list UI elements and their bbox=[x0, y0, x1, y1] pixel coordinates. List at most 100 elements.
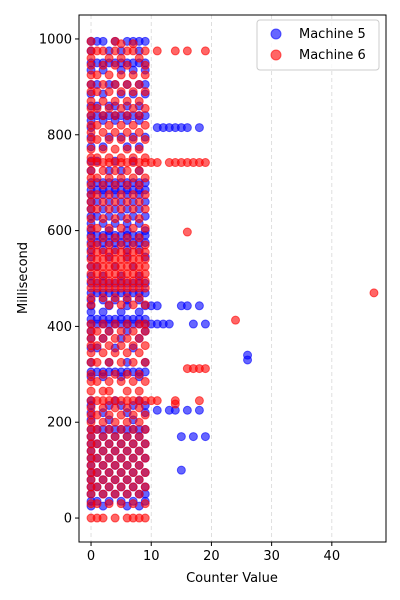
data-point bbox=[152, 158, 162, 168]
data-point bbox=[122, 333, 132, 343]
data-point bbox=[86, 386, 96, 396]
data-point bbox=[110, 489, 120, 499]
data-point bbox=[134, 432, 144, 442]
data-point bbox=[86, 144, 96, 154]
data-point bbox=[116, 377, 126, 386]
data-point bbox=[122, 386, 132, 396]
data-point bbox=[128, 499, 138, 509]
data-point bbox=[140, 223, 150, 233]
data-point bbox=[116, 453, 126, 463]
data-point bbox=[110, 127, 120, 137]
data-point bbox=[122, 348, 132, 358]
data-point bbox=[110, 446, 120, 456]
data-point bbox=[134, 111, 144, 121]
data-point bbox=[122, 111, 132, 121]
data-point bbox=[110, 197, 120, 207]
data-point bbox=[128, 439, 138, 449]
data-point bbox=[140, 410, 150, 420]
data-point bbox=[231, 315, 241, 325]
data-point bbox=[140, 46, 150, 56]
data-point bbox=[92, 410, 102, 420]
y-axis-ticks: 0 200 400 600 800 1000 bbox=[39, 32, 79, 527]
data-point bbox=[104, 453, 114, 463]
data-point bbox=[134, 127, 144, 137]
data-point bbox=[140, 283, 150, 293]
data-point bbox=[200, 432, 210, 442]
y-tick-label: 400 bbox=[47, 320, 72, 335]
data-point bbox=[188, 319, 198, 329]
y-axis-label: Millisecond bbox=[16, 242, 31, 314]
data-point bbox=[140, 499, 150, 509]
data-point bbox=[104, 424, 114, 434]
x-axis-ticks: 0 10 20 30 40 bbox=[87, 542, 340, 564]
data-point bbox=[92, 424, 102, 434]
data-point bbox=[110, 79, 120, 89]
data-point bbox=[98, 233, 108, 243]
data-point bbox=[128, 190, 138, 200]
data-point bbox=[98, 96, 108, 106]
data-point bbox=[98, 369, 108, 379]
data-point bbox=[92, 439, 102, 449]
data-point bbox=[92, 87, 102, 97]
data-point bbox=[98, 446, 108, 456]
data-point bbox=[98, 127, 108, 137]
x-axis-label: Counter Value bbox=[186, 571, 278, 586]
data-point bbox=[128, 46, 138, 56]
data-point bbox=[116, 103, 126, 113]
data-point bbox=[110, 233, 120, 243]
data-point bbox=[92, 190, 102, 200]
data-point bbox=[122, 214, 132, 224]
data-point bbox=[92, 377, 102, 386]
data-point bbox=[92, 453, 102, 463]
data-point bbox=[104, 87, 114, 97]
data-point bbox=[140, 70, 150, 80]
data-point bbox=[104, 410, 114, 420]
data-point bbox=[98, 36, 108, 46]
data-point bbox=[128, 468, 138, 478]
data-point bbox=[116, 39, 126, 49]
y-tick-label: 200 bbox=[47, 416, 72, 431]
plot-points bbox=[86, 36, 379, 523]
data-point bbox=[104, 103, 114, 113]
data-point bbox=[110, 293, 120, 303]
data-point bbox=[86, 300, 96, 310]
data-point bbox=[98, 432, 108, 442]
data-point bbox=[98, 166, 108, 176]
data-point bbox=[152, 396, 162, 406]
data-point bbox=[122, 417, 132, 427]
data-point bbox=[110, 319, 120, 329]
data-point bbox=[140, 424, 150, 434]
data-point bbox=[92, 135, 102, 145]
data-point bbox=[140, 204, 150, 214]
data-point bbox=[134, 403, 144, 413]
data-point bbox=[140, 173, 150, 183]
data-point bbox=[170, 399, 180, 409]
data-point bbox=[152, 46, 162, 56]
data-point bbox=[122, 197, 132, 207]
data-point bbox=[110, 348, 120, 358]
data-point bbox=[122, 180, 132, 190]
data-point bbox=[134, 417, 144, 427]
data-point bbox=[98, 60, 108, 70]
data-point bbox=[110, 403, 120, 413]
data-point bbox=[98, 144, 108, 154]
data-point bbox=[128, 204, 138, 214]
data-point bbox=[116, 120, 126, 130]
legend-marker-machine-5 bbox=[270, 28, 282, 40]
data-point bbox=[110, 369, 120, 379]
data-point bbox=[122, 144, 132, 154]
y-tick-label: 1000 bbox=[39, 32, 72, 47]
data-point bbox=[110, 180, 120, 190]
data-point bbox=[140, 513, 150, 523]
data-point bbox=[182, 405, 192, 415]
data-point bbox=[92, 326, 102, 336]
data-point bbox=[122, 319, 132, 329]
data-point bbox=[86, 489, 96, 499]
data-point bbox=[116, 87, 126, 97]
data-point bbox=[134, 96, 144, 106]
data-point bbox=[176, 432, 186, 442]
data-point bbox=[134, 233, 144, 243]
data-point bbox=[134, 144, 144, 154]
data-point bbox=[110, 111, 120, 121]
data-point bbox=[104, 135, 114, 145]
